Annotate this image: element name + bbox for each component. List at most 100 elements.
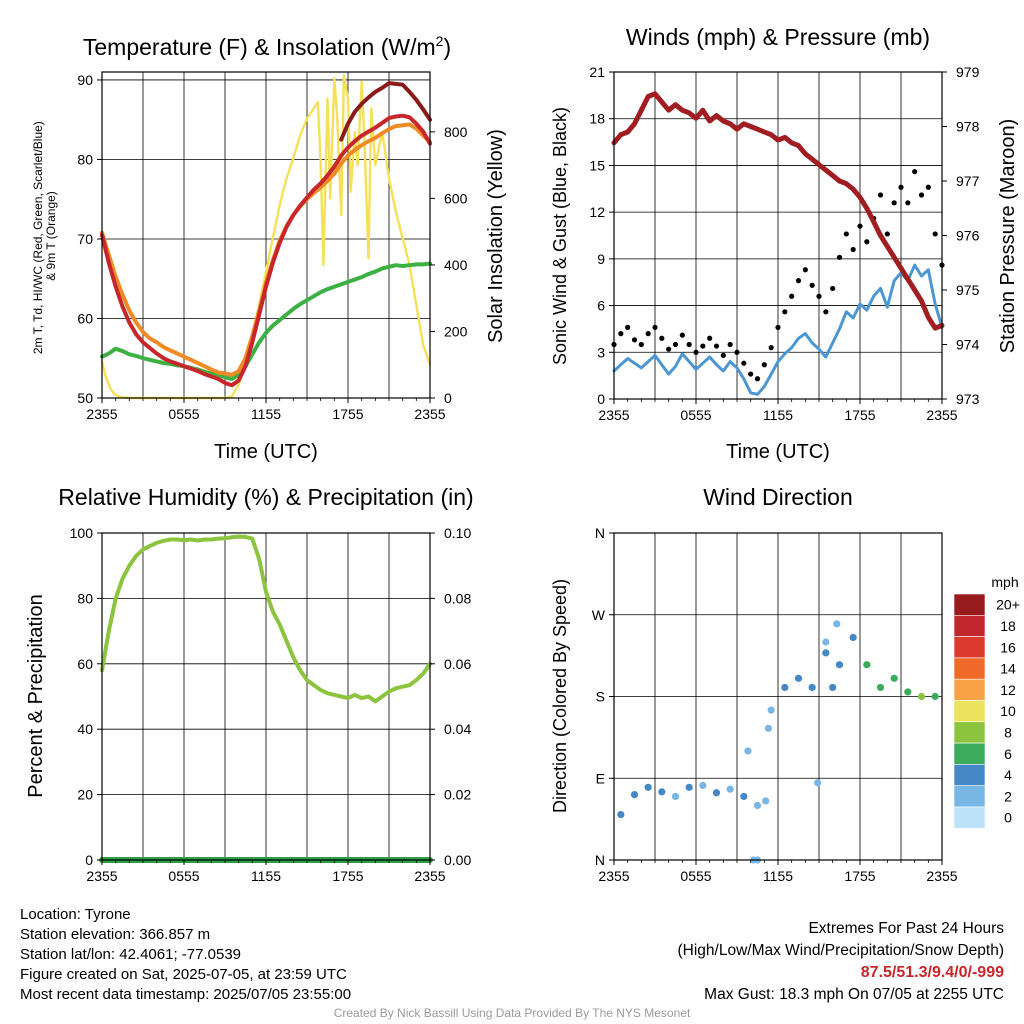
direction-point (876, 683, 885, 692)
humidity-left-axis: 0 20 40 60 80 100 (70, 525, 102, 868)
station-elevation: Station elevation: 366.857 m (20, 926, 211, 943)
insolation-right-axis: 0 200 400 600 800 (430, 124, 468, 406)
wind-ytick-label: 9 (597, 251, 605, 267)
direction-point (890, 674, 898, 682)
direction-point (762, 797, 770, 805)
direction-point (658, 788, 666, 796)
direction-point (712, 789, 721, 797)
wind-direction-ylabel: Direction (Colored By Speed) (550, 579, 570, 813)
winds-xtick-label: 0555 (680, 407, 711, 423)
gust-point (734, 349, 740, 355)
wind-left-axis: 0 3 6 9 12 15 18 21 (589, 64, 614, 407)
colorbar-swatch (953, 593, 986, 616)
direction-point (863, 661, 871, 669)
direction-point (814, 779, 822, 787)
direction-point (744, 747, 752, 755)
colorbar-label: 10 (1000, 703, 1016, 719)
precipitation-right-axis: 0.00 0.02 0.04 0.06 0.08 0.10 (430, 525, 471, 868)
colorbar-swatch (953, 764, 986, 787)
temperature-ytick-label: 70 (77, 231, 93, 247)
direction-point (849, 633, 857, 642)
gust-point (836, 254, 843, 260)
gust-point (830, 285, 836, 292)
colorbar-label: 14 (1000, 661, 1016, 677)
gust-point (802, 267, 808, 273)
colorbar-label: 20+ (996, 597, 1020, 613)
temperature-left-axis: 50 60 70 80 90 (77, 72, 102, 406)
direction-point (753, 801, 762, 810)
temperature-ylabel-line2: & 9m T (Orange) (44, 191, 58, 281)
gust-point (707, 335, 713, 341)
gust-point (672, 341, 679, 348)
insolation-ytick-label: 800 (444, 124, 468, 140)
gust-point (720, 352, 726, 358)
temperature-xtick-label: 1755 (332, 406, 363, 422)
temperature-time-axis: 2355 0555 1155 1755 2355 (86, 398, 446, 422)
insolation-ytick-label: 200 (444, 323, 468, 339)
colorbar-label: 6 (1004, 746, 1012, 762)
direction-point (829, 683, 837, 692)
station-info: Location: Tyrone Station elevation: 366.… (20, 905, 351, 1005)
gust-point (727, 341, 733, 348)
direction-ytick-label: S (596, 689, 605, 705)
colorbar-swatch (953, 742, 986, 765)
direction-ytick-label: N (595, 852, 605, 868)
wind-direction-points (617, 620, 939, 864)
direction-point (764, 724, 773, 732)
winds-time-axis: 2355 0555 1155 1755 2355 (598, 399, 958, 423)
humidity-panel: Relative Humidity (%) & Precipitation (i… (25, 484, 474, 884)
direction-xtick-label: 2355 (926, 868, 957, 884)
winds-panel: Winds (mph) & Pressure (mb) 0 3 6 9 12 15 18 21… (550, 24, 1019, 463)
pressure-ytick-label: 974 (956, 337, 980, 353)
humidity-ytick-label: 20 (77, 787, 93, 803)
colorbar-swatch (953, 700, 986, 723)
temp-line (100, 113, 432, 388)
direction-xtick-label: 1755 (844, 868, 875, 884)
temperature-xtick-label: 1155 (251, 406, 281, 422)
extremes-summary: Extremes For Past 24 Hours (High/Low/Max… (678, 918, 1005, 1006)
winds-ylabel: Sonic Wind & Gust (Blue, Black) (550, 107, 570, 365)
gust-point (713, 343, 720, 349)
colorbar-swatch (953, 806, 986, 829)
relative-humidity-line (100, 534, 432, 704)
gust-point (932, 231, 938, 237)
gust-point (891, 200, 897, 206)
gust-point (768, 345, 774, 351)
colorbar-swatch (953, 614, 986, 637)
direction-point (767, 706, 775, 714)
winds-xtick-label: 2355 (598, 407, 629, 423)
gust-point (625, 324, 631, 330)
winds-xtick-label: 1155 (763, 407, 793, 423)
credit-line: Created By Nick Bassill Using Data Provi… (333, 1006, 691, 1020)
direction-point (671, 792, 680, 801)
gust-point (816, 293, 822, 299)
gust-point (679, 332, 685, 338)
gust-point (693, 349, 699, 355)
humidity-xtick-label: 0555 (168, 868, 199, 884)
dewpoint-line (100, 261, 432, 381)
temperature-ytick-label: 60 (77, 310, 93, 326)
pressure-right-axis: 973 974 975 976 977 978 979 (942, 64, 980, 407)
gust-point (884, 231, 890, 237)
colorbar-label: 0 (1004, 810, 1012, 826)
gust-point (877, 192, 884, 198)
temperature-ylabel-line1: 2m T, Td, HI/WC (Red, Green, Scarlet/Blu… (31, 121, 45, 354)
gust-point (666, 346, 672, 352)
precipitation-ytick-label: 0.06 (444, 656, 471, 672)
colorbar-swatch (953, 657, 986, 680)
gust-point (618, 331, 624, 337)
wind-ytick-label: 0 (597, 391, 605, 407)
gust-point (754, 376, 761, 382)
direction-point (917, 692, 926, 701)
gust-point (857, 223, 863, 229)
precipitation-ytick-label: 0.10 (444, 525, 471, 541)
gust-point (864, 239, 870, 245)
extremes-values: 87.5/51.3/9.4/0/-999 (860, 964, 1004, 981)
precipitation-ytick-label: 0.00 (444, 852, 471, 868)
gust-point (795, 278, 802, 284)
gust-point (809, 282, 815, 288)
temperature-ytick-label: 80 (77, 151, 93, 167)
pressure-ytick-label: 979 (956, 64, 980, 80)
temperature-xtick-label: 2355 (414, 406, 445, 422)
gust-point (775, 324, 781, 330)
